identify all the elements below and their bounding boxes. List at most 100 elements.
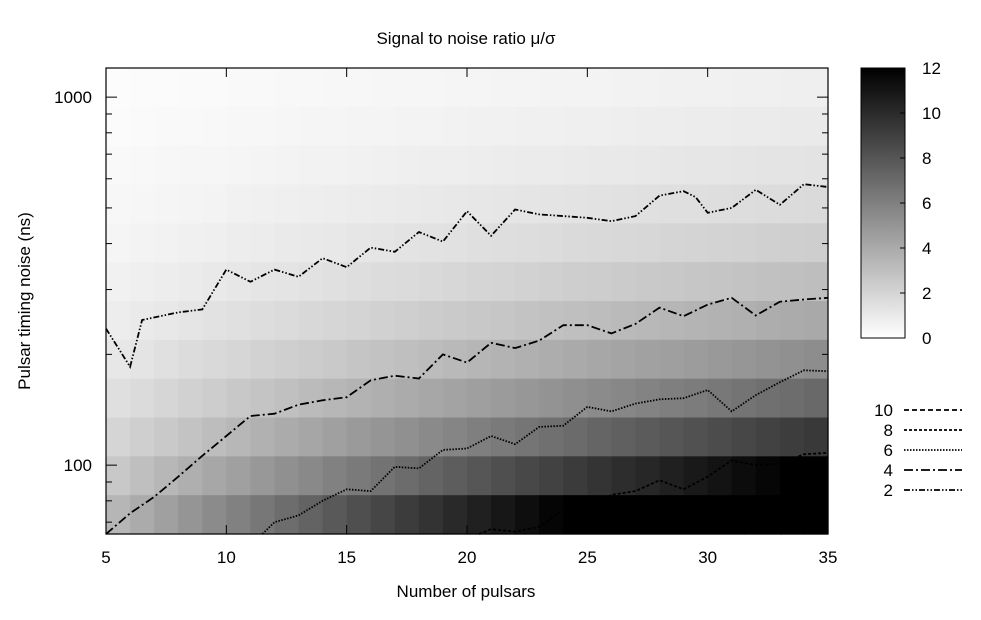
heatmap-cell — [346, 106, 372, 147]
heatmap-cell — [515, 68, 540, 108]
colorbar-tick-label: 0 — [922, 329, 931, 348]
colorbar-ticks: 0 2 4 6 8 10 12 — [900, 59, 941, 348]
heatmap-cell — [779, 301, 805, 341]
heatmap-cell — [659, 145, 685, 186]
heatmap-cell — [803, 339, 829, 380]
heatmap-cell — [202, 262, 227, 302]
heatmap-cell — [659, 456, 685, 496]
heatmap-cell — [226, 68, 251, 108]
heatmap-cell — [442, 145, 468, 186]
heatmap-cell — [731, 301, 757, 341]
heatmap-cell — [178, 495, 203, 535]
heatmap-cell — [274, 417, 300, 457]
x-axis-ticks: 5 10 15 20 25 30 35 — [101, 68, 837, 567]
heatmap-cell — [635, 68, 661, 108]
heatmap-cell — [707, 68, 733, 108]
heatmap-cell — [731, 417, 757, 457]
heatmap-cell — [491, 106, 516, 147]
heatmap-cell — [346, 223, 372, 263]
heatmap-cell — [779, 456, 805, 496]
heatmap-cell — [659, 417, 685, 457]
heatmap-cell — [250, 68, 276, 108]
heatmap-cell — [250, 223, 276, 263]
heatmap-cell — [346, 145, 372, 186]
heatmap-cell — [250, 262, 276, 302]
heatmap-cell — [202, 106, 227, 147]
heatmap-cell — [491, 495, 516, 535]
heatmap-cell — [298, 106, 324, 147]
heatmap-cell — [418, 68, 444, 108]
heatmap-cell — [491, 223, 516, 263]
heatmap-cell — [683, 301, 709, 341]
heatmap-cell — [250, 495, 276, 535]
legend-label: 10 — [874, 401, 893, 420]
heatmap-cell — [298, 339, 324, 380]
heatmap-cell — [707, 145, 733, 186]
heatmap-cell — [515, 301, 540, 341]
heatmap-cell — [587, 68, 612, 108]
heatmap-cell — [659, 301, 685, 341]
heatmap-cell — [274, 495, 300, 535]
heatmap-cell — [515, 223, 540, 263]
heatmap-cell — [322, 223, 348, 263]
heatmap-cell — [442, 456, 468, 496]
heatmap-cell — [539, 68, 564, 108]
heatmap-cell — [803, 456, 829, 496]
heatmap-cell — [394, 106, 420, 147]
heatmap-cell — [635, 339, 661, 380]
heatmap-cell — [322, 456, 348, 496]
heatmap-cell — [154, 378, 179, 419]
heatmap-cell — [154, 417, 179, 457]
heatmap-cell — [539, 301, 564, 341]
heatmap-cell — [418, 145, 444, 186]
heatmap-cell — [226, 495, 251, 535]
heatmap-cell — [635, 184, 661, 224]
heatmap-cell — [707, 417, 733, 457]
heatmap-cell — [226, 378, 251, 419]
heatmap-cell — [467, 223, 492, 263]
heatmap-cell — [563, 301, 588, 341]
heatmap-cell — [394, 378, 420, 419]
heatmap-cell — [226, 262, 251, 302]
heatmap-cell — [442, 106, 468, 147]
heatmap-cell — [250, 339, 276, 380]
heatmap-cell — [130, 417, 155, 457]
heatmap-cell — [779, 417, 805, 457]
heatmap-cell — [130, 339, 155, 380]
heatmap-cell — [202, 456, 227, 496]
heatmap-cell — [442, 417, 468, 457]
heatmap-cell — [515, 495, 540, 535]
heatmap-cell — [611, 184, 637, 224]
heatmap-cell — [683, 262, 709, 302]
heatmap-cell — [539, 495, 564, 535]
heatmap-cell — [707, 495, 733, 535]
colorbar — [861, 68, 905, 338]
heatmap-cell — [418, 301, 444, 341]
heatmap-cell — [635, 223, 661, 263]
heatmap-cell — [130, 495, 155, 535]
heatmap-cell — [394, 262, 420, 302]
heatmap-cell — [154, 495, 179, 535]
heatmap-cell — [370, 339, 396, 380]
heatmap-cell — [394, 417, 420, 457]
heatmap-cell — [370, 106, 396, 147]
heatmap-cell — [106, 223, 131, 263]
heatmap-cell — [274, 223, 300, 263]
heatmap-cell — [683, 417, 709, 457]
heatmap-cell — [587, 456, 612, 496]
chart-title: Signal to noise ratio μ/σ — [376, 29, 556, 48]
legend-label: 4 — [884, 461, 893, 480]
heatmap-cell — [178, 223, 203, 263]
heatmap-cell — [731, 223, 757, 263]
heatmap-cell — [803, 301, 829, 341]
heatmap-cell — [346, 184, 372, 224]
heatmap-cell — [779, 184, 805, 224]
heatmap-cell — [515, 456, 540, 496]
heatmap-cell — [563, 223, 588, 263]
heatmap-cell — [274, 456, 300, 496]
heatmap-cell — [587, 262, 612, 302]
y-tick-label: 100 — [64, 456, 92, 475]
heatmap-cell — [106, 378, 131, 419]
contour-lines — [105, 183, 829, 535]
